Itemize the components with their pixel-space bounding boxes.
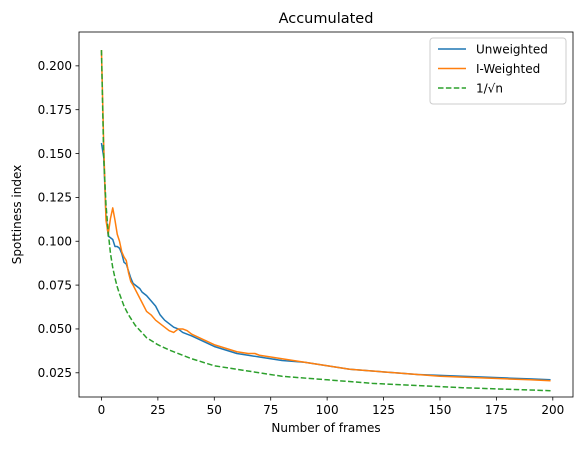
legend: Unweighted I-Weighted 1/√n	[429, 37, 567, 105]
y-axis: 0.025 0.050 0.075 0.100 0.125 0.150 0.175 0.200	[38, 59, 79, 380]
legend-label-1: Unweighted	[476, 42, 548, 56]
x-tick-label: 175	[485, 403, 508, 417]
y-tick-label: 0.050	[38, 322, 72, 336]
y-tick-label: 0.025	[38, 366, 72, 380]
x-tick-label: 100	[316, 403, 339, 417]
y-tick-label: 0.175	[38, 103, 72, 117]
x-tick-label: 25	[150, 403, 165, 417]
series-line-2	[100, 50, 551, 382]
series-group	[100, 50, 551, 392]
x-tick-label: 0	[98, 403, 106, 417]
x-tick-label: 150	[429, 403, 452, 417]
x-tick-label: 125	[372, 403, 395, 417]
legend-label-2: I-Weighted	[476, 62, 540, 76]
y-tick-label: 0.200	[38, 59, 72, 73]
x-axis-label: Number of frames	[271, 421, 380, 435]
x-tick-label: 200	[541, 403, 564, 417]
x-tick-label: 75	[263, 403, 278, 417]
x-axis: 0 25 50 75 100 125 150 175 200	[98, 397, 564, 417]
y-tick-label: 0.075	[38, 278, 72, 292]
x-tick-label: 50	[207, 403, 222, 417]
series-line-1	[100, 142, 551, 381]
y-tick-label: 0.125	[38, 191, 72, 205]
chart-title: Accumulated	[279, 11, 374, 27]
legend-label-3: 1/√n	[476, 81, 503, 95]
plot-area	[78, 31, 574, 398]
plot-frame	[78, 31, 574, 398]
y-tick-label: 0.150	[38, 147, 72, 161]
y-tick-label: 0.100	[38, 235, 72, 249]
series-line-3	[100, 50, 551, 392]
y-axis-label: Spottiness index	[10, 165, 24, 264]
